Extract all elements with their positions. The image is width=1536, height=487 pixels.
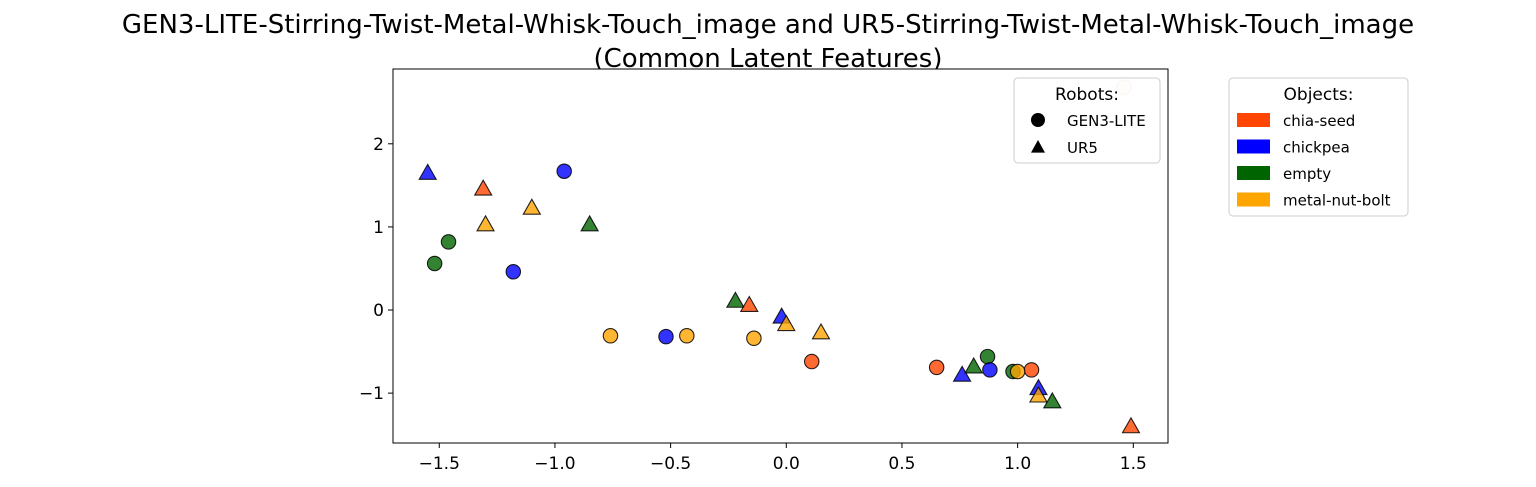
x-tick-label: 1.0 <box>1004 454 1031 474</box>
objects-legend-swatch-empty <box>1237 166 1270 180</box>
data-point-triangle-metal-nut-bolt <box>1029 386 1048 403</box>
objects-legend-swatch-chickpea <box>1237 139 1270 154</box>
objects-legend-swatch-chia-seed <box>1237 113 1270 127</box>
data-point-triangle-chia-seed <box>739 295 759 312</box>
data-point-triangle-empty <box>1042 391 1062 409</box>
data-point-circle-chickpea <box>556 163 572 179</box>
objects-legend-label: chickpea <box>1283 139 1350 157</box>
data-point-triangle-metal-nut-bolt <box>476 214 495 232</box>
y-tick-label: 1 <box>373 218 384 238</box>
data-point-circle-metal-nut-bolt <box>679 328 695 344</box>
objects-legend-label: empty <box>1283 165 1331 183</box>
objects-legend-swatch-metal-nut-bolt <box>1237 192 1270 207</box>
y-tick-label: 0 <box>373 301 384 321</box>
data-point-circle-chia-seed <box>928 359 945 376</box>
data-point-circle-chia-seed <box>1023 362 1040 378</box>
x-tick-label: 1.5 <box>1120 454 1147 474</box>
y-tick-label: −1 <box>359 384 384 404</box>
data-point-triangle-empty <box>725 291 745 308</box>
plot-frame <box>392 68 1169 444</box>
y-tick-label: 2 <box>373 135 384 155</box>
data-point-circle-empty <box>440 234 457 250</box>
x-tick-label: −0.5 <box>650 454 691 474</box>
data-point-circle-empty <box>426 255 443 272</box>
data-point-circle-metal-nut-bolt <box>1009 363 1026 380</box>
data-point-circle-chickpea <box>505 264 522 280</box>
x-tick-label: −1.0 <box>534 454 575 474</box>
data-point-circle-metal-nut-bolt <box>602 328 619 344</box>
objects-legend-label: chia-seed <box>1283 112 1355 130</box>
data-point-triangle-empty <box>580 214 600 232</box>
data-point-circle-chickpea <box>982 362 998 378</box>
robots-legend-triangle-marker <box>1031 140 1045 153</box>
data-point-triangle-chia-seed <box>1121 416 1141 434</box>
data-point-triangle-metal-nut-bolt <box>776 314 796 332</box>
data-point-circle-chia-seed <box>803 353 820 370</box>
objects-legend-title: Objects: <box>1284 85 1354 105</box>
x-tick-label: 0.0 <box>773 454 800 474</box>
data-point-circle-empty <box>979 348 996 365</box>
robots-legend-label: UR5 <box>1067 139 1098 157</box>
robots-legend-circle-marker <box>1031 113 1045 127</box>
data-point-triangle-metal-nut-bolt <box>522 198 542 215</box>
objects-legend: Objects: chia-seed chickpea empty metal-nut-… <box>1228 77 1409 217</box>
data-point-triangle-empty <box>964 356 984 374</box>
data-point-triangle-chickpea <box>952 365 972 382</box>
robots-legend-box <box>1013 77 1161 164</box>
data-point-triangle-metal-nut-bolt <box>811 322 831 340</box>
x-tick-label: −1.5 <box>419 454 460 474</box>
robots-legend-title: Robots: <box>1055 85 1119 105</box>
axes: −1.5 −1.0 −0.5 0.0 0.5 1.0 1.5 −1 0 1 2 <box>359 68 1169 474</box>
data-point-triangle-chia-seed <box>473 179 493 196</box>
data-point-circle-metal-nut-bolt <box>746 330 762 347</box>
chart-title-line1: GEN3-LITE-Stirring-Twist-Metal-Whisk-Tou… <box>122 10 1414 40</box>
objects-legend-box <box>1228 77 1409 217</box>
robots-legend: Robots: GEN3-LITE UR5 <box>1013 77 1161 164</box>
data-point-circle-chickpea <box>658 328 674 345</box>
data-point-triangle-chickpea <box>418 163 438 180</box>
robots-legend-label: GEN3-LITE <box>1067 112 1146 130</box>
x-tick-label: 0.5 <box>888 454 915 474</box>
objects-legend-label: metal-nut-bolt <box>1283 192 1391 210</box>
